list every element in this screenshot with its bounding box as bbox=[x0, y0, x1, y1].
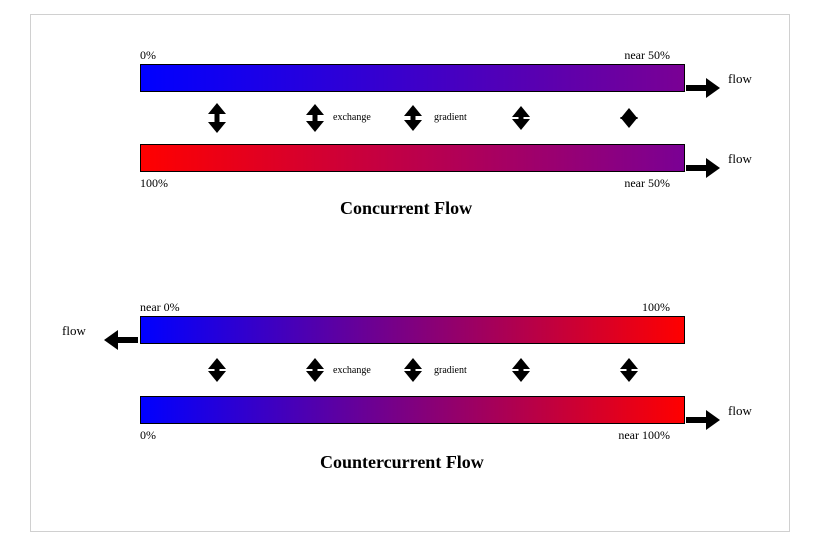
exchange-arrow-icon bbox=[404, 105, 422, 131]
exchange-arrow-icon bbox=[306, 104, 324, 132]
exchange-arrow-icon bbox=[208, 358, 226, 382]
concurrent-top-bar bbox=[140, 64, 685, 92]
exchange-arrow-icon bbox=[620, 358, 638, 382]
flow-arrow-right-icon bbox=[686, 158, 720, 178]
flow-arrow-left-icon bbox=[104, 330, 138, 350]
exchange-arrow-icon bbox=[512, 358, 530, 382]
concurrent-bottom-right-label: near 50% bbox=[624, 176, 670, 191]
exchange-label-1: exchange bbox=[333, 112, 371, 123]
countercurrent-title: Countercurrent Flow bbox=[320, 452, 484, 473]
concurrent-bottom-flow-label: flow bbox=[728, 151, 752, 167]
concurrent-title: Concurrent Flow bbox=[340, 198, 472, 219]
countercurrent-top-right-label: 100% bbox=[642, 300, 670, 315]
exchange-label-4: gradient bbox=[434, 365, 467, 376]
countercurrent-bottom-left-label: 0% bbox=[140, 428, 156, 443]
countercurrent-top-bar bbox=[140, 316, 685, 344]
exchange-arrow-icon bbox=[620, 108, 638, 128]
countercurrent-bottom-bar bbox=[140, 396, 685, 424]
countercurrent-top-left-label: near 0% bbox=[140, 300, 180, 315]
concurrent-top-right-label: near 50% bbox=[624, 48, 670, 63]
countercurrent-bottom-right-label: near 100% bbox=[618, 428, 670, 443]
flow-arrow-right-icon bbox=[686, 410, 720, 430]
exchange-label-3: exchange bbox=[333, 365, 371, 376]
exchange-arrow-icon bbox=[208, 103, 226, 133]
countercurrent-top-flow-label: flow bbox=[62, 323, 86, 339]
concurrent-bottom-bar bbox=[140, 144, 685, 172]
concurrent-bottom-left-label: 100% bbox=[140, 176, 168, 191]
exchange-arrow-icon bbox=[306, 358, 324, 382]
countercurrent-bottom-flow-label: flow bbox=[728, 403, 752, 419]
exchange-arrow-icon bbox=[512, 106, 530, 130]
concurrent-top-left-label: 0% bbox=[140, 48, 156, 63]
exchange-arrow-icon bbox=[404, 358, 422, 382]
exchange-label-2: gradient bbox=[434, 112, 467, 123]
flow-arrow-right-icon bbox=[686, 78, 720, 98]
concurrent-top-flow-label: flow bbox=[728, 71, 752, 87]
